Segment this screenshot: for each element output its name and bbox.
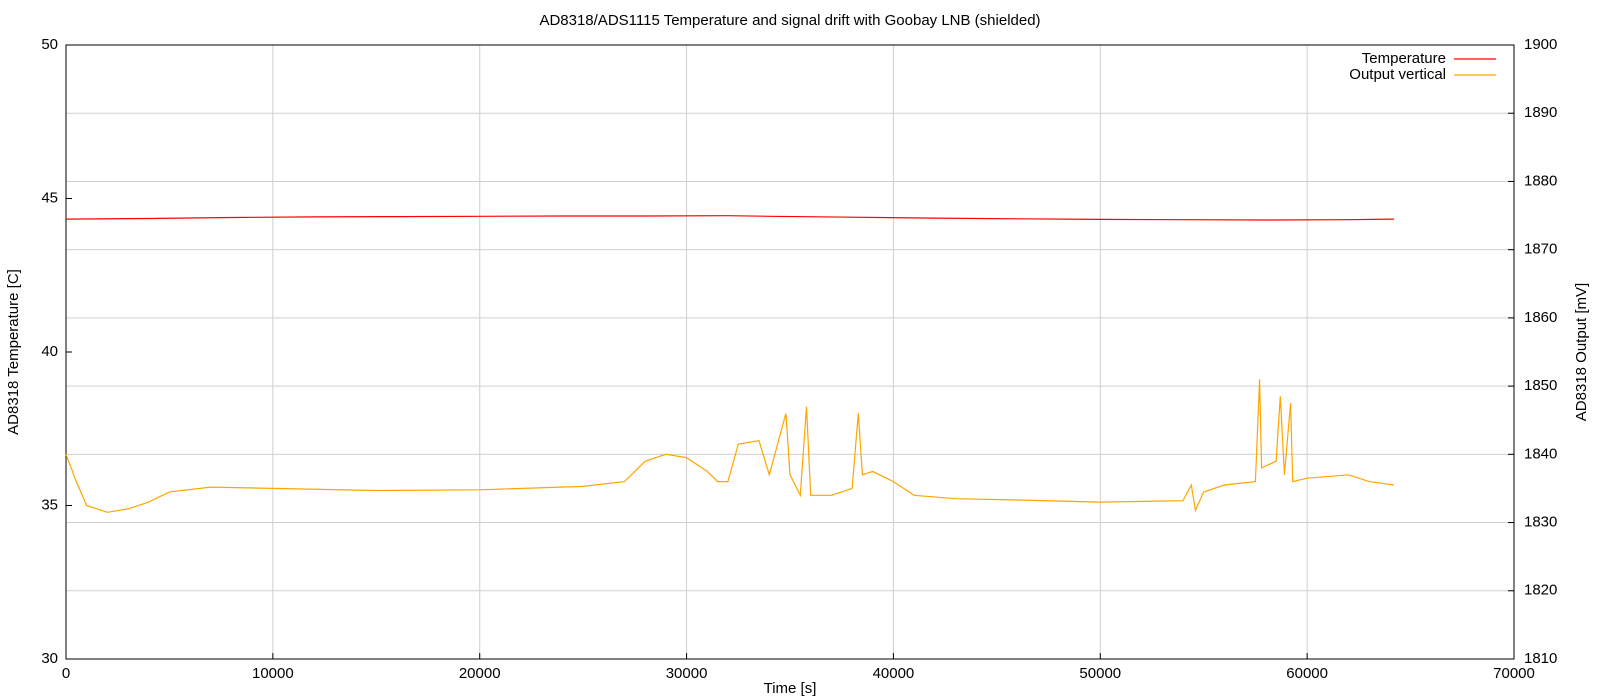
x-tick-label: 60000 [1286, 665, 1328, 682]
series-line [65, 215, 1395, 221]
x-tick-label: 30000 [666, 665, 708, 682]
y2-tick-label: 1850 [1524, 377, 1557, 394]
legend-label: Output vertical [1349, 66, 1446, 83]
y-tick-label: 40 [41, 343, 58, 360]
x-tick-label: 40000 [873, 665, 915, 682]
y2-tick-label: 1880 [1524, 172, 1557, 189]
y2-axis-label: AD8318 Output [mV] [1573, 283, 1590, 421]
y2-tick-label: 1860 [1524, 309, 1557, 326]
legend-background [1318, 49, 1508, 85]
x-tick-label: 50000 [1079, 665, 1121, 682]
x-tick-label: 70000 [1493, 665, 1535, 682]
y2-tick-label: 1820 [1524, 582, 1557, 599]
y2-tick-label: 1840 [1524, 445, 1557, 462]
x-tick-label: 20000 [459, 665, 501, 682]
y-tick-label: 45 [41, 189, 58, 206]
x-tick-label: 10000 [252, 665, 294, 682]
y-tick-label: 50 [41, 36, 58, 53]
y-axis-label: AD8318 Temperature [C] [5, 269, 22, 435]
x-axis-label: Time [s] [764, 680, 817, 697]
chart-title: AD8318/ADS1115 Temperature and signal dr… [539, 12, 1040, 29]
y2-tick-label: 1810 [1524, 650, 1557, 667]
y2-tick-label: 1830 [1524, 514, 1557, 531]
x-tick-label: 0 [62, 665, 70, 682]
y2-tick-label: 1890 [1524, 104, 1557, 121]
series-line [65, 379, 1395, 513]
legend-label: Temperature [1362, 50, 1446, 67]
y2-tick-label: 1870 [1524, 241, 1557, 258]
y2-tick-label: 1900 [1524, 36, 1557, 53]
y-tick-label: 30 [41, 650, 58, 667]
y-tick-label: 35 [41, 496, 58, 513]
plot-border [65, 44, 1515, 660]
